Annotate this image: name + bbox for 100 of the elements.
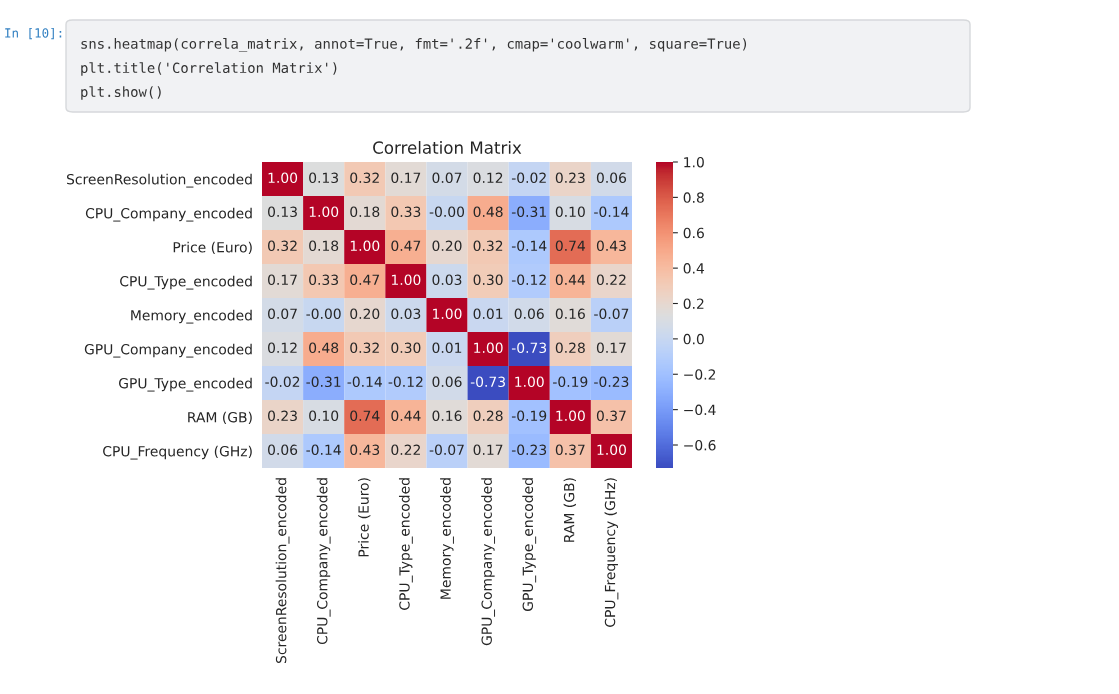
data-label: 0.74 [555, 240, 586, 252]
data-label: 0.43 [350, 444, 380, 456]
data-label: 0.07 [432, 172, 462, 184]
data-label: 0.03 [391, 308, 421, 320]
data-label: 0.44 [555, 274, 586, 286]
data-label: 1.00 [474, 342, 503, 354]
data-label: -0.02 [265, 376, 300, 388]
data-label: 0.12 [473, 172, 503, 184]
text: sns.heatmap(correla_matrix, annot=True, fmt='.2f', cmap='coolwarm', square=True) [81, 38, 747, 52]
data-label: 1.00 [309, 206, 339, 218]
color-bar-label: −0.2 [684, 369, 716, 380]
data-label: -0.14 [347, 376, 382, 388]
data-label: -0.00 [429, 206, 465, 218]
data-label: -0.31 [306, 376, 341, 388]
data-label: 0.12 [268, 342, 297, 354]
data-label: 0.48 [473, 206, 503, 218]
y-tick-label: CPU_Frequency (GHz) [103, 445, 252, 460]
data-label: 0.22 [391, 444, 420, 456]
data-label: 0.17 [268, 274, 297, 286]
data-label: 0.43 [596, 240, 626, 252]
data-label: 1.00 [350, 240, 380, 252]
data-label: 0.37 [596, 410, 626, 422]
x-tick-label: GPU_Type_encoded [522, 478, 537, 611]
data-label: 0.47 [350, 274, 380, 286]
data-label: 0.32 [350, 172, 379, 184]
data-label: 0.01 [473, 308, 503, 320]
color-bar-label: 0.4 [683, 263, 705, 274]
chart-title: Correlation Matrix [373, 141, 522, 154]
x-tick-label: CPU_Frequency (GHz) [604, 478, 619, 627]
data-label: 0.23 [555, 172, 585, 184]
data-label: -0.00 [306, 308, 341, 320]
data-label: 0.47 [391, 240, 421, 252]
data-label: 0.13 [268, 206, 297, 218]
data-label: 0.17 [391, 172, 421, 184]
x-tick-label: Memory_encoded [440, 478, 454, 599]
data-label: -0.14 [306, 444, 341, 456]
data-label: 0.06 [268, 444, 298, 456]
color-bar-label: 0.2 [683, 298, 704, 309]
data-label: 0.23 [268, 410, 297, 422]
x-tick-label: RAM (GB) [563, 478, 576, 542]
data-label: -0.07 [429, 444, 464, 456]
data-label: 0.28 [473, 410, 503, 422]
data-label: -0.19 [553, 376, 588, 388]
data-label: -0.12 [388, 376, 423, 388]
data-label: 0.16 [555, 308, 585, 320]
data-label: 0.28 [555, 342, 585, 354]
data-label: -0.02 [511, 172, 546, 184]
x-tick-label: CPU_Type_encoded [398, 478, 413, 610]
color-bar-label: 1.0 [684, 156, 704, 168]
data-label: -0.14 [594, 206, 629, 218]
data-label: 0.74 [350, 410, 380, 422]
data-label: 0.01 [432, 342, 462, 354]
data-label: 0.32 [350, 342, 379, 354]
y-tick-label: Price (Euro) [173, 241, 252, 255]
data-label: 0.33 [391, 206, 421, 218]
color-bar-label: −0.6 [684, 439, 716, 451]
text: In [10]: [5, 27, 62, 40]
data-label: 0.30 [391, 342, 421, 354]
data-label: -0.73 [470, 376, 505, 388]
data-label: 0.18 [350, 206, 380, 218]
data-label: 0.13 [309, 172, 339, 184]
data-label: 0.30 [473, 274, 503, 286]
data-label: 0.03 [432, 274, 462, 286]
data-label: 0.37 [555, 444, 585, 456]
text: plt.title('Correlation Matrix') [81, 62, 337, 76]
y-tick-label: GPU_Company_encoded [84, 343, 252, 358]
color-bar-label: 0.8 [683, 192, 704, 203]
data-label: 0.33 [309, 274, 339, 286]
data-label: 1.00 [391, 274, 421, 286]
y-tick-label: ScreenResolution_encoded [66, 173, 252, 188]
data-label: 1.00 [597, 444, 626, 456]
data-label: 1.00 [515, 376, 544, 388]
data-label: 0.16 [432, 410, 462, 422]
data-label: 0.44 [391, 410, 421, 422]
x-tick-label: GPU_Company_encoded [481, 478, 496, 646]
data-label: -0.19 [511, 410, 547, 422]
text: plt.show() [81, 86, 161, 100]
data-label: -0.23 [511, 444, 547, 456]
color-bar-label: 0.6 [683, 227, 704, 239]
data-label: 0.48 [309, 342, 339, 354]
data-label: 0.10 [309, 410, 339, 422]
data-label: -0.07 [594, 308, 629, 320]
data-label: 1.00 [268, 172, 298, 184]
data-label: -0.73 [511, 342, 547, 354]
data-label: 0.10 [555, 206, 585, 218]
y-tick-label: RAM (GB) [188, 411, 252, 425]
color-bar-label: −0.4 [684, 404, 716, 416]
data-label: 0.20 [350, 308, 380, 320]
data-label: 0.06 [514, 308, 544, 320]
data-label: -0.31 [511, 206, 546, 218]
data-label: -0.12 [511, 274, 546, 286]
x-tick-label: Price (Euro) [358, 478, 371, 557]
data-label: 0.07 [268, 308, 297, 320]
y-tick-label: CPU_Company_encoded [85, 207, 252, 222]
data-label: 0.06 [596, 172, 627, 184]
data-label: 0.17 [596, 342, 626, 354]
data-label: 0.32 [473, 240, 503, 252]
data-label: 0.18 [309, 240, 339, 252]
data-label: 0.06 [432, 376, 462, 388]
y-tick-label: GPU_Type_encoded [119, 377, 252, 392]
